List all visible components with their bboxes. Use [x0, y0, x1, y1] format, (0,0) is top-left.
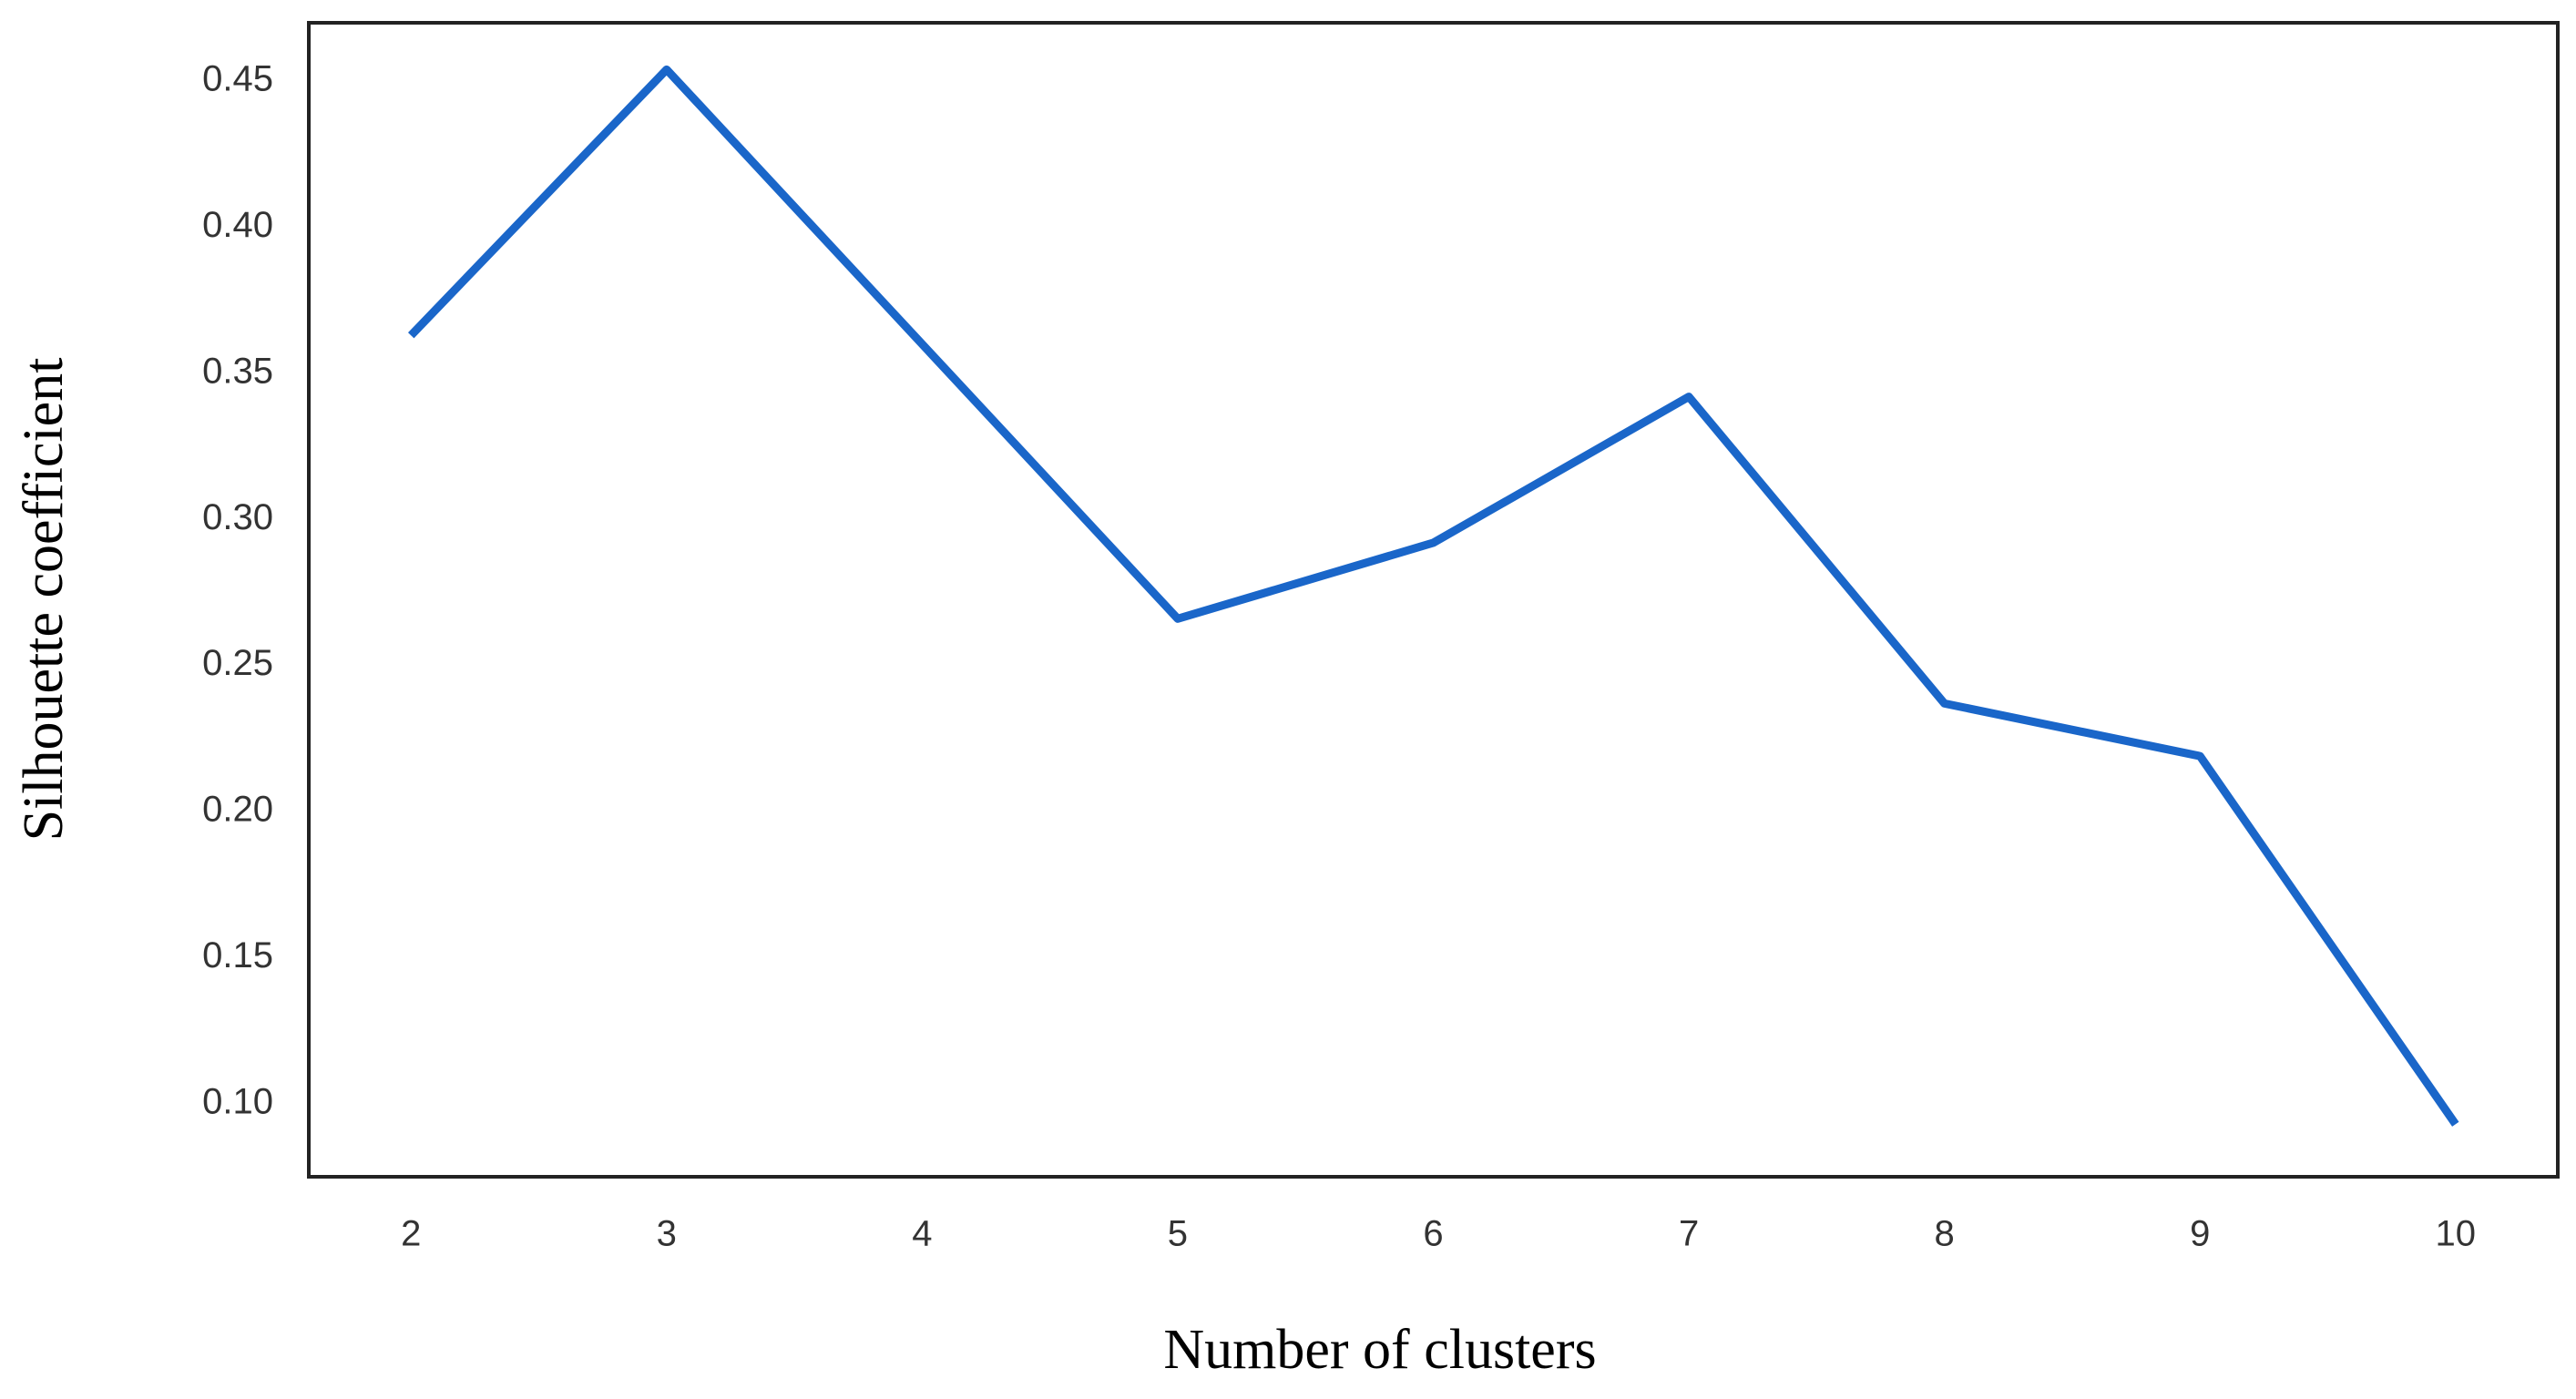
x-tick-label: 8 [1935, 1214, 1955, 1254]
y-tick-label: 0.35 [202, 351, 273, 391]
y-tick-label: 0.15 [202, 935, 273, 975]
plot-frame [307, 21, 2560, 1179]
x-tick-label: 10 [2436, 1214, 2477, 1254]
y-tick-label: 0.10 [202, 1081, 273, 1121]
x-axis-title: Number of clusters [1163, 1319, 1596, 1381]
y-axis-title: Silhouette coefficient [13, 358, 75, 842]
x-tick-label: 7 [1679, 1214, 1699, 1254]
y-tick-label: 0.30 [202, 497, 273, 537]
x-tick-label: 6 [1423, 1214, 1443, 1254]
data-line [407, 65, 2459, 1127]
x-tick-label: 3 [657, 1214, 677, 1254]
y-tick-label: 0.25 [202, 643, 273, 683]
y-tick-label: 0.40 [202, 205, 273, 245]
x-tick-label: 4 [912, 1214, 932, 1254]
x-tick-label: 5 [1168, 1214, 1188, 1254]
y-tick-label: 0.20 [202, 790, 273, 830]
y-tick-label: 0.45 [202, 59, 273, 99]
x-tick-label: 2 [401, 1214, 421, 1254]
x-tick-label: 9 [2190, 1214, 2210, 1254]
